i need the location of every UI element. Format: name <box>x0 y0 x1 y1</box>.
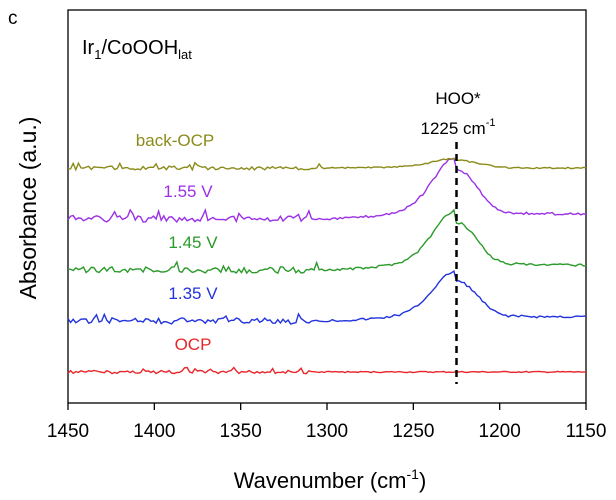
panel-label: c <box>8 8 18 29</box>
x-tick-label-1450: 1450 <box>47 421 89 442</box>
series-label-1-55-v: 1.55 V <box>163 182 213 201</box>
x-tick-label-1250: 1250 <box>392 421 434 442</box>
annotation-label: HOO* <box>435 89 481 108</box>
y-axis-label: Absorbance (a.u.) <box>15 117 41 300</box>
series-label-back-ocp: back-OCP <box>136 131 214 150</box>
series-label-1-45-v: 1.45 V <box>168 233 218 252</box>
x-tick-label-1350: 1350 <box>220 421 262 442</box>
x-axis-label: Wavenumber (cm-1) <box>234 466 427 493</box>
sample-label: Ir1/CoOOHlat <box>82 37 192 62</box>
series-line-ocp <box>67 366 587 375</box>
x-tick-label-1300: 1300 <box>306 421 348 442</box>
series-label-ocp: OCP <box>175 335 212 354</box>
ticks-layer: 1450 1400 1350 1300 1250 1200 1150 <box>47 403 607 442</box>
x-tick-label-1400: 1400 <box>133 421 175 442</box>
plot-frame <box>67 9 587 404</box>
series-layer: OCP 1.35 V 1.45 V 1.55 V back-OCP <box>67 131 587 375</box>
series-label-1-35-v: 1.35 V <box>168 284 218 303</box>
x-tick-label-1200: 1200 <box>479 421 521 442</box>
series-line-1-55-v <box>67 157 587 224</box>
series-line-back-ocp <box>67 157 587 172</box>
series-line-1-45-v <box>67 208 586 275</box>
annotation-value: 1225 cm-1 <box>421 117 496 138</box>
series-line-1-35-v <box>67 269 587 325</box>
x-tick-label-1150: 1150 <box>566 421 607 442</box>
